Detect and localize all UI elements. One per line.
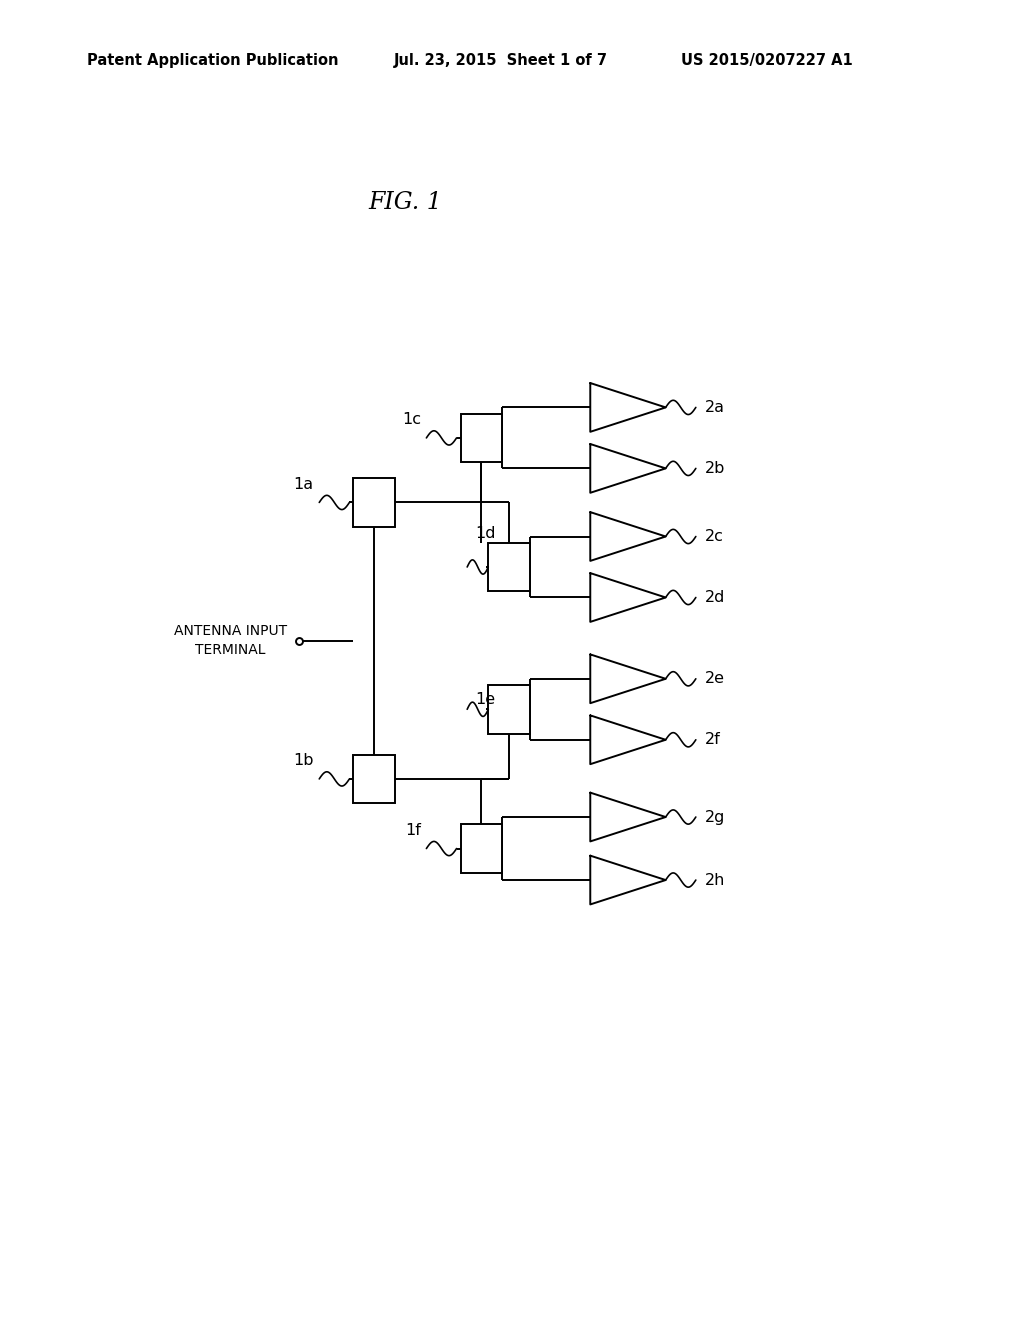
Text: 1e: 1e [475, 692, 496, 706]
Text: 2e: 2e [706, 672, 725, 686]
Text: 2g: 2g [706, 809, 726, 825]
Text: 2b: 2b [706, 461, 726, 477]
Text: Patent Application Publication: Patent Application Publication [87, 53, 339, 67]
Text: ANTENNA INPUT
TERMINAL: ANTENNA INPUT TERMINAL [174, 624, 287, 657]
Bar [353, 755, 394, 804]
Text: 1d: 1d [475, 525, 496, 541]
Text: 1c: 1c [401, 412, 421, 428]
Bar [461, 413, 502, 462]
Text: 1a: 1a [294, 477, 313, 491]
Bar [353, 478, 394, 527]
Text: FIG. 1: FIG. 1 [369, 191, 442, 214]
Text: 2d: 2d [706, 590, 726, 605]
Text: US 2015/0207227 A1: US 2015/0207227 A1 [681, 53, 853, 67]
Text: 1f: 1f [404, 822, 421, 838]
Text: 2f: 2f [706, 733, 721, 747]
Text: 2h: 2h [706, 873, 726, 887]
Text: 1b: 1b [293, 754, 313, 768]
Bar [461, 824, 502, 873]
Bar [488, 685, 529, 734]
Bar [488, 543, 529, 591]
Text: Jul. 23, 2015  Sheet 1 of 7: Jul. 23, 2015 Sheet 1 of 7 [394, 53, 608, 67]
Text: 2a: 2a [706, 400, 725, 414]
Text: 2c: 2c [706, 529, 724, 544]
